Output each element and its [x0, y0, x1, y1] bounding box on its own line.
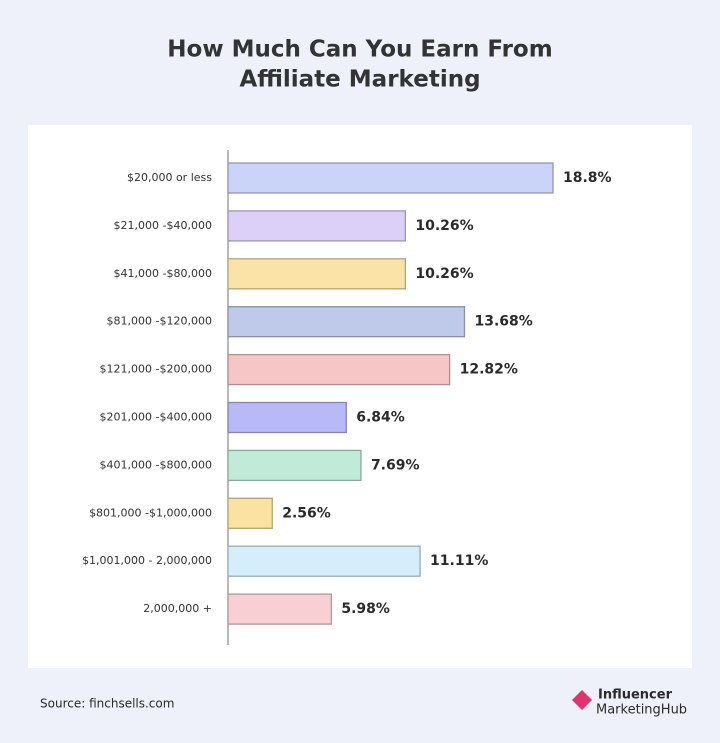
- value-label: 12.82%: [460, 362, 518, 378]
- panel: [28, 125, 692, 668]
- bar: [227, 401, 347, 434]
- y-tick-label: $41,000 -$80,000: [114, 267, 212, 280]
- logo-icon: [572, 690, 592, 710]
- y-tick-label: $21,000 -$40,000: [114, 219, 212, 232]
- y-tick-label: $201,000 -$400,000: [100, 411, 212, 424]
- source: Source: finchsells.com: [40, 697, 174, 711]
- chart-title: Affiliate Marketing: [239, 67, 480, 93]
- bar: [227, 545, 421, 577]
- bar: [227, 353, 451, 386]
- value-label: 10.26%: [415, 218, 473, 234]
- bar: [227, 449, 362, 482]
- logo-text: Influencer: [598, 688, 673, 703]
- value-label: 13.68%: [474, 314, 532, 330]
- bar: [227, 210, 407, 242]
- bar: [227, 497, 273, 529]
- bar: [227, 162, 554, 194]
- y-tick-label: $121,000 -$200,000: [100, 363, 212, 376]
- value-label: 5.98%: [341, 601, 390, 617]
- bar: [227, 593, 333, 625]
- y-tick-label: $401,000 -$800,000: [100, 458, 212, 471]
- bar: [227, 306, 466, 338]
- value-label: 6.84%: [356, 410, 405, 426]
- value-label: 11.11%: [430, 553, 488, 569]
- chart-title: How Much Can You Earn From: [167, 37, 552, 63]
- value-label: 10.26%: [415, 266, 473, 282]
- y-tick-label: $20,000 or less: [127, 171, 212, 184]
- y-tick-label: 2,000,000 +: [143, 602, 212, 615]
- value-label: 18.8%: [563, 170, 612, 186]
- bar: [227, 258, 407, 290]
- y-tick-label: $801,000 -$1,000,000: [89, 506, 212, 519]
- y-tick-label: $1,001,000 - 2,000,000: [82, 554, 212, 567]
- value-label: 2.56%: [282, 505, 331, 521]
- logo-text: MarketingHub: [596, 703, 687, 718]
- y-tick-label: $81,000 -$120,000: [107, 315, 212, 328]
- value-label: 7.69%: [371, 457, 420, 473]
